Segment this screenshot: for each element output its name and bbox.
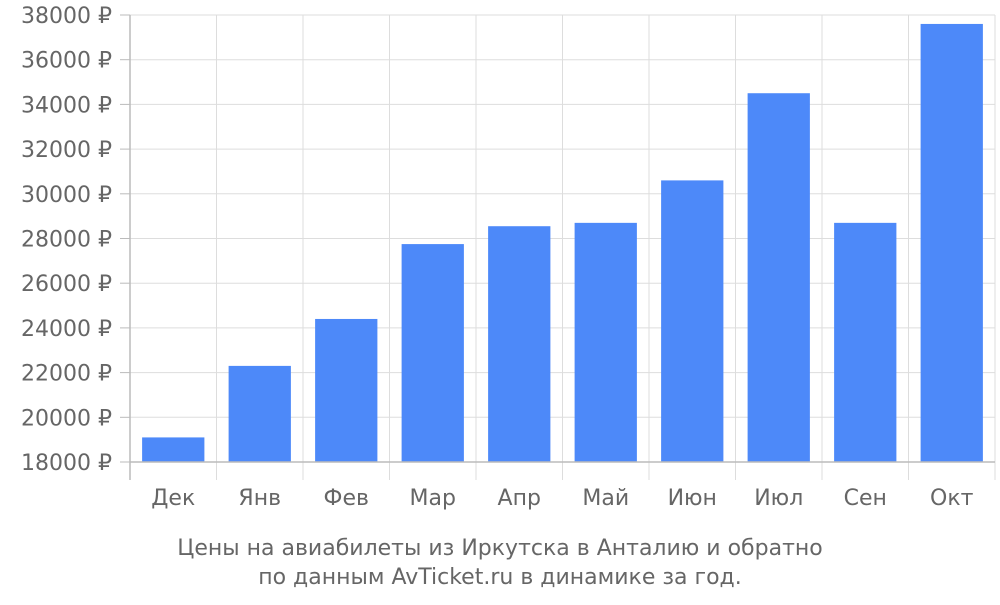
x-tick-labels: Дек Янв Фев Мар Апр Май Июн Июл Сен Окт bbox=[151, 486, 973, 511]
x-tick-label: Июл bbox=[754, 486, 803, 511]
y-tick-label: 38000 ₽ bbox=[21, 4, 112, 29]
x-tick-label: Янв bbox=[238, 486, 281, 511]
y-tick-label: 28000 ₽ bbox=[21, 228, 112, 253]
axes bbox=[120, 14, 995, 480]
y-tick-label: 34000 ₽ bbox=[21, 93, 112, 118]
caption-line-1: Цены на авиабилеты из Иркутска в Анталию… bbox=[177, 536, 822, 561]
y-tick-label: 24000 ₽ bbox=[21, 317, 112, 342]
bar-Дек bbox=[142, 437, 205, 462]
x-tick-label: Мар bbox=[410, 486, 456, 511]
y-tick-label: 30000 ₽ bbox=[21, 183, 112, 208]
x-tick-label: Май bbox=[582, 486, 629, 511]
y-tick-label: 22000 ₽ bbox=[21, 362, 112, 387]
y-tick-label: 36000 ₽ bbox=[21, 49, 112, 74]
bar-Июн bbox=[661, 180, 724, 462]
x-tick-label: Апр bbox=[498, 486, 541, 511]
x-tick-label: Июн bbox=[668, 486, 717, 511]
y-tick-label: 32000 ₽ bbox=[21, 138, 112, 163]
x-tick-label: Дек bbox=[151, 486, 195, 511]
bar-Фев bbox=[315, 318, 378, 462]
y-tick-labels: 18000 ₽ 20000 ₽ 22000 ₽ 24000 ₽ 26000 ₽ 28000… bbox=[21, 4, 112, 476]
bar-Окт bbox=[920, 23, 983, 462]
bar-Янв bbox=[228, 365, 291, 462]
bar-Апр bbox=[488, 226, 551, 462]
y-tick-label: 20000 ₽ bbox=[21, 406, 112, 431]
x-tick-label: Сен bbox=[844, 486, 887, 511]
x-tick-label: Окт bbox=[930, 486, 974, 511]
bar-Мар bbox=[401, 244, 464, 462]
y-tick-label: 18000 ₽ bbox=[21, 451, 112, 476]
caption-line-2: по данным AvTicket.ru в динамике за год. bbox=[258, 565, 742, 590]
bars bbox=[142, 23, 983, 462]
x-tick-label: Фев bbox=[324, 486, 369, 511]
y-tick-label: 26000 ₽ bbox=[21, 272, 112, 297]
bar-Сен bbox=[834, 222, 897, 462]
bar-Май bbox=[574, 222, 637, 462]
bar-Июл bbox=[747, 93, 810, 462]
